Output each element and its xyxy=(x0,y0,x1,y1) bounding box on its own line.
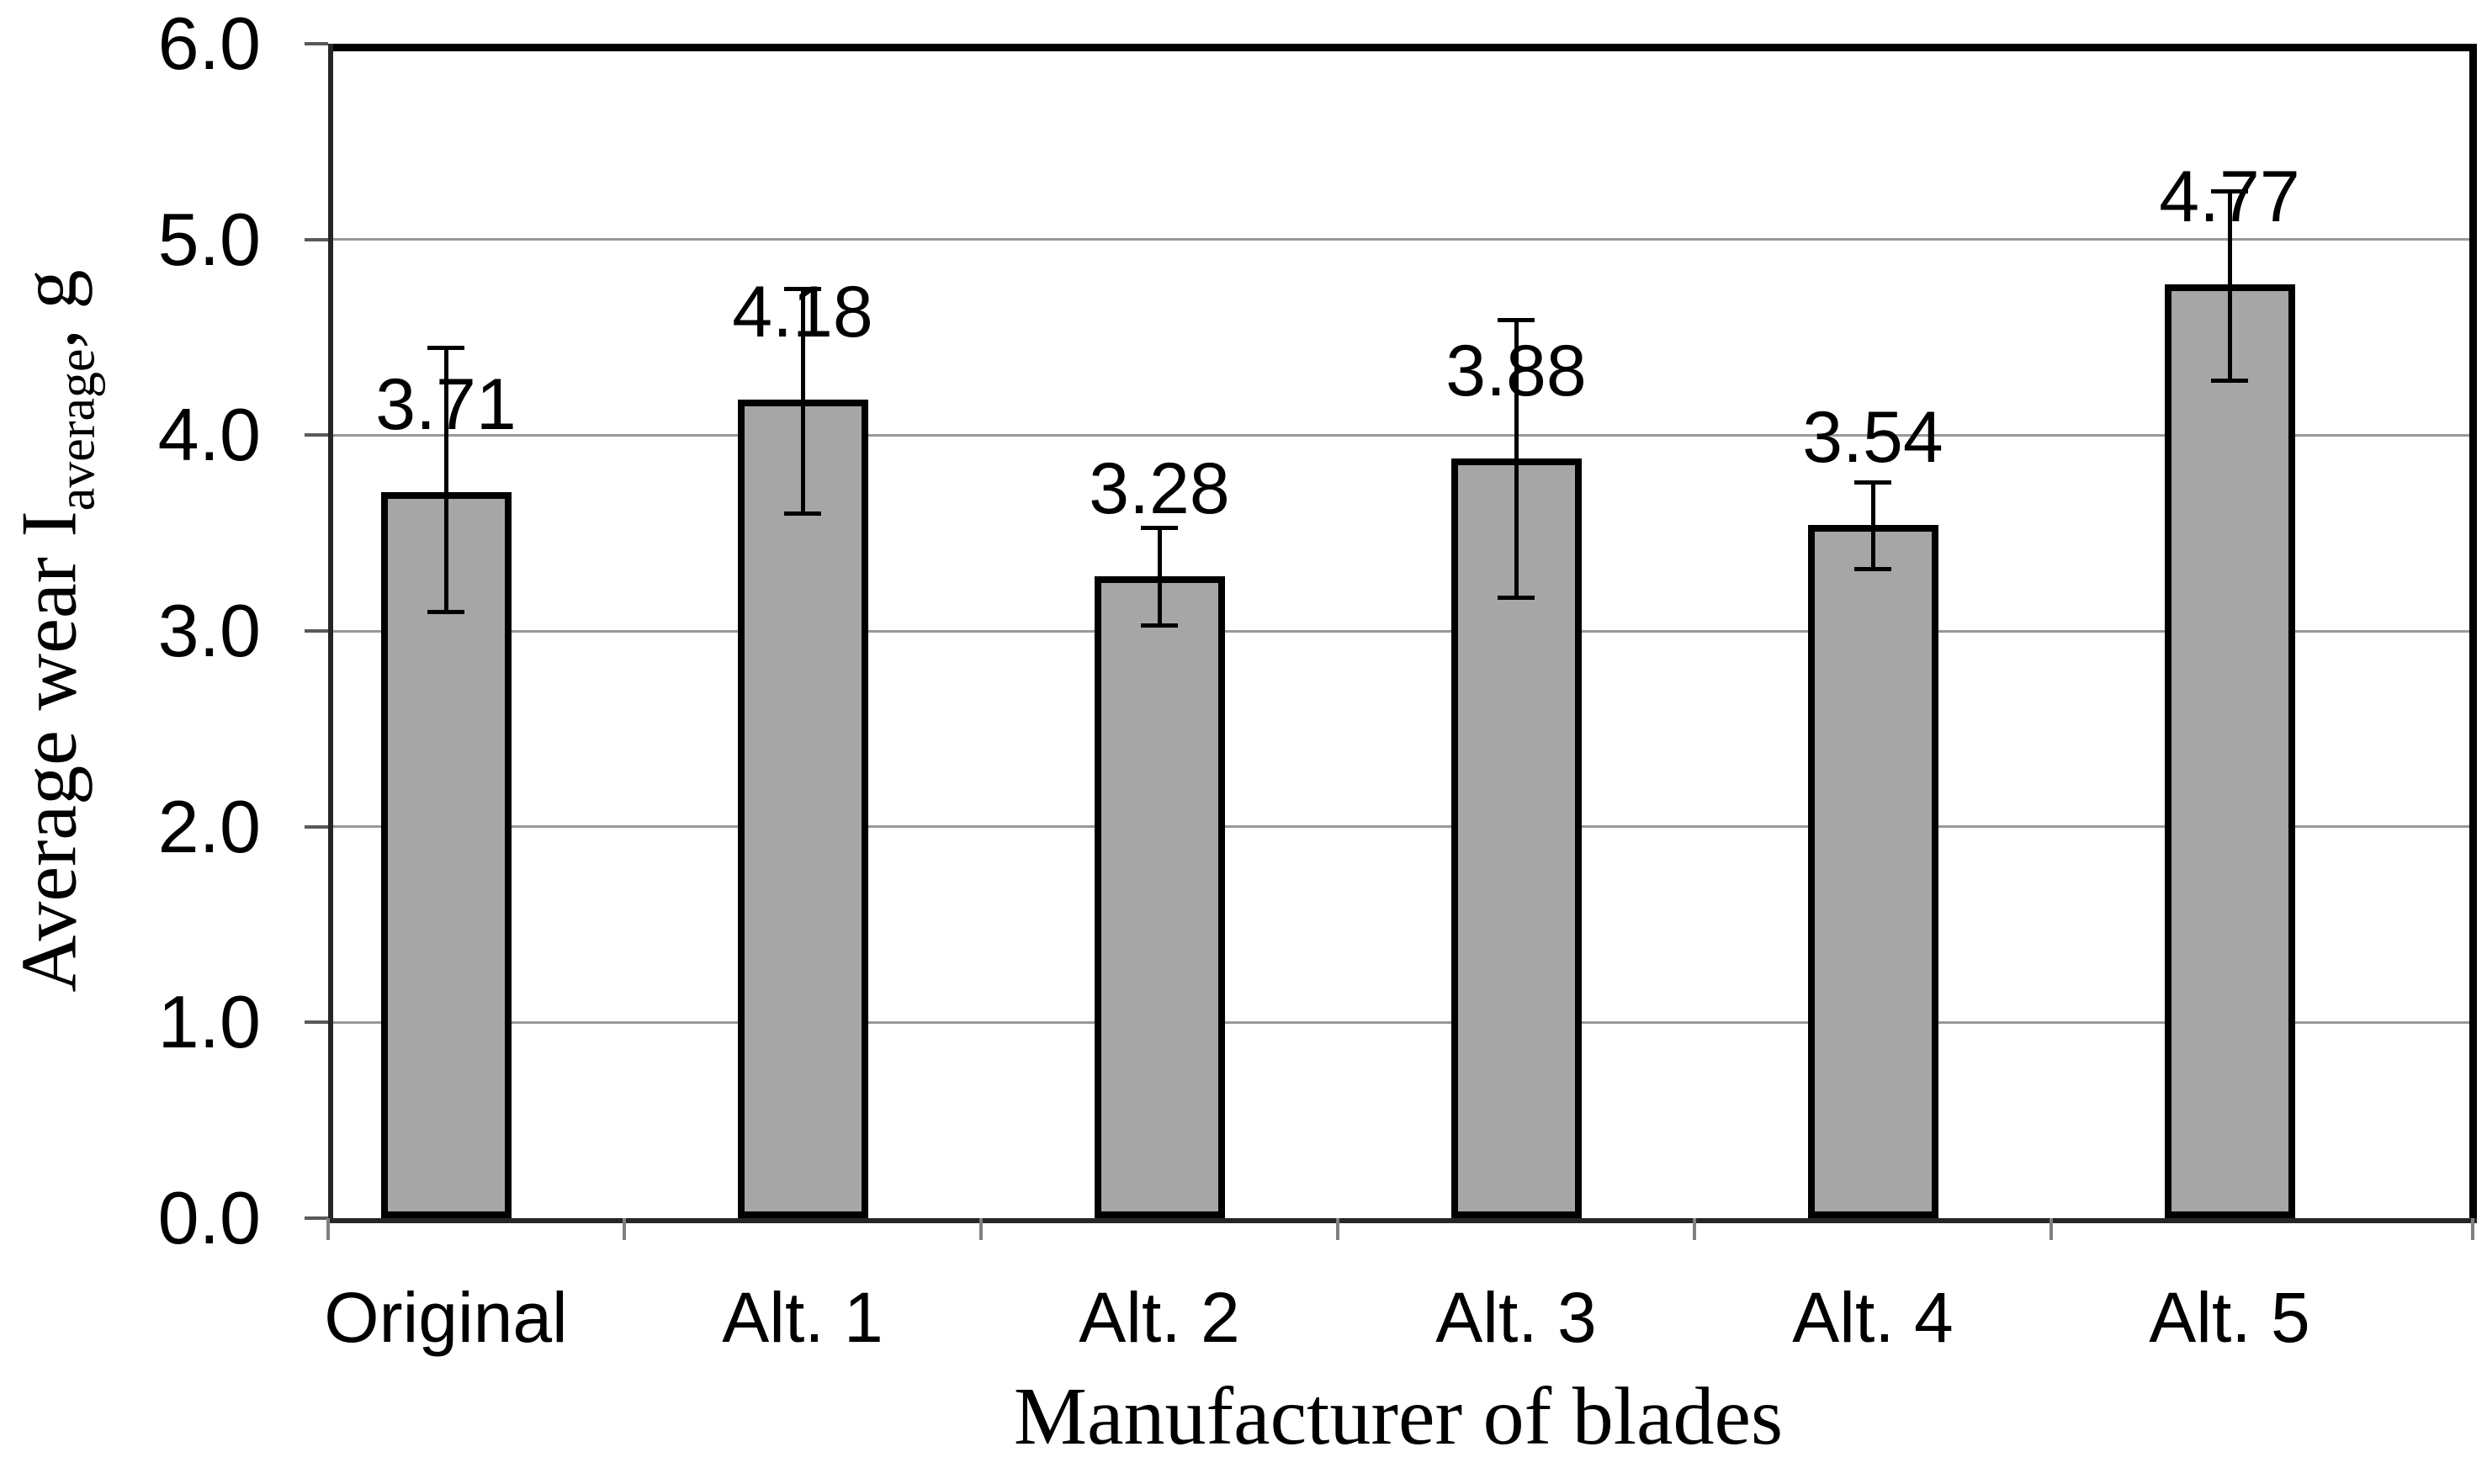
x-category-label: Alt. 2 xyxy=(1079,1278,1240,1357)
error-bar-cap-bottom xyxy=(2211,379,2248,384)
y-tick-label: 1.0 xyxy=(157,980,261,1064)
x-axis-title: Manufacturer of blades xyxy=(1013,1371,1784,1462)
y-axis-title-prefix: Average wear I xyxy=(5,511,93,993)
y-axis-tick xyxy=(305,237,328,241)
y-axis-tick xyxy=(305,433,328,437)
bar-value-label: 3.28 xyxy=(1089,448,1230,529)
x-axis-line xyxy=(328,1218,2477,1223)
y-tick-label: 4.0 xyxy=(157,393,261,477)
bar-alt-5 xyxy=(2164,284,2295,1218)
error-bar-line xyxy=(1157,527,1162,625)
error-bar-cap-bottom xyxy=(1141,623,1178,628)
x-axis-tick xyxy=(2471,1218,2474,1240)
plot-frame-right xyxy=(2469,44,2477,1223)
x-axis-tick xyxy=(326,1218,330,1240)
y-axis-tick xyxy=(305,42,328,45)
x-category-label: Original xyxy=(324,1278,568,1357)
y-axis-tick xyxy=(305,1020,328,1025)
error-bar-cap-top xyxy=(1141,525,1178,530)
x-axis-tick xyxy=(979,1218,983,1240)
bar-alt-1 xyxy=(737,400,868,1218)
y-tick-label: 6.0 xyxy=(157,2,261,85)
bar-value-label: 3.88 xyxy=(1445,331,1587,412)
y-axis-title-suffix: , g xyxy=(5,269,93,349)
y-axis-tick xyxy=(305,629,328,633)
bar-alt-2 xyxy=(1094,575,1225,1218)
error-bar-cap-bottom xyxy=(1498,596,1535,601)
error-bar-line xyxy=(800,288,805,514)
error-bar-cap-top xyxy=(1498,318,1535,323)
y-tick-label: 5.0 xyxy=(157,197,261,281)
error-bar-line xyxy=(2227,190,2232,381)
error-bar-cap-top xyxy=(784,286,821,291)
bar-value-label: 4.77 xyxy=(2159,156,2300,238)
x-category-label: Alt. 5 xyxy=(2149,1278,2310,1357)
x-axis-tick xyxy=(623,1218,626,1240)
error-bar-line xyxy=(443,347,448,612)
bar-value-label: 3.54 xyxy=(1802,397,1943,479)
y-axis-title-subscript: average xyxy=(48,348,106,511)
bar-value-label: 3.71 xyxy=(375,363,517,445)
y-axis-line xyxy=(328,44,333,1223)
y-gridline xyxy=(333,1020,2469,1024)
x-category-label: Alt. 4 xyxy=(1792,1278,1954,1357)
bar-alt-4 xyxy=(1807,525,1938,1218)
error-bar-cap-top xyxy=(2211,188,2248,193)
y-gridline xyxy=(333,825,2469,829)
y-gridline xyxy=(333,433,2469,437)
error-bar-cap-top xyxy=(1854,480,1891,485)
error-bar-cap-bottom xyxy=(784,511,821,517)
error-bar-line xyxy=(1514,320,1519,598)
y-gridline xyxy=(333,238,2469,241)
y-gridline xyxy=(333,629,2469,633)
error-bar-cap-bottom xyxy=(1854,566,1891,571)
error-bar-line xyxy=(1870,482,1875,569)
plot-frame-top xyxy=(328,44,2477,51)
x-axis-tick xyxy=(1693,1218,1696,1240)
bar-value-label: 4.18 xyxy=(732,272,873,353)
y-axis-tick xyxy=(305,824,328,829)
x-axis-tick xyxy=(1336,1218,1339,1240)
x-category-label: Alt. 3 xyxy=(1435,1278,1597,1357)
x-axis-tick xyxy=(2050,1218,2053,1240)
error-bar-cap-top xyxy=(427,345,464,350)
y-tick-label: 3.0 xyxy=(157,589,261,672)
y-tick-label: 0.0 xyxy=(157,1176,261,1259)
y-axis-title: Average wear Iaverage, g xyxy=(4,269,108,992)
y-axis-tick xyxy=(305,1216,328,1220)
x-category-label: Alt. 1 xyxy=(722,1278,883,1357)
y-tick-label: 2.0 xyxy=(157,784,261,868)
error-bar-cap-bottom xyxy=(427,609,464,614)
